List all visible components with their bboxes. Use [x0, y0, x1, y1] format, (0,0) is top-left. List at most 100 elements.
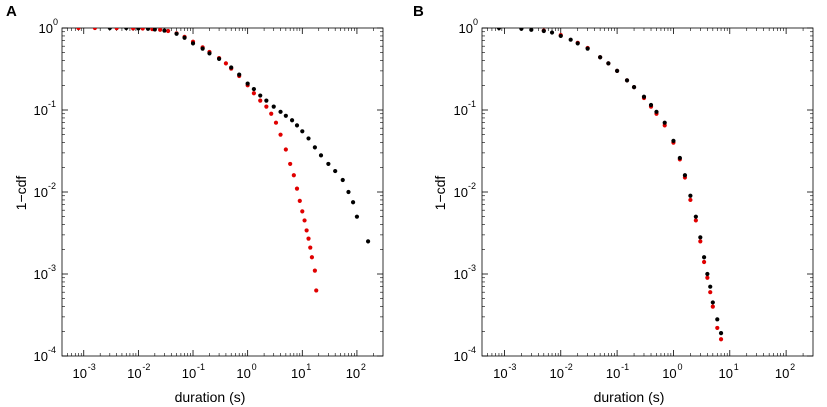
y-axis-label-a: 1−cdf	[13, 176, 29, 211]
y-tick-exponent: -2	[468, 181, 476, 191]
data-point	[708, 290, 713, 295]
data-point	[258, 98, 263, 103]
x-axis-label-b: duration (s)	[594, 389, 665, 405]
data-point	[688, 193, 693, 198]
data-point	[365, 239, 371, 244]
data-point	[269, 111, 274, 116]
panel-b: B duration (s) 1−cdf 10 -3 10 -2 10 -1 10 0 10 1 1…	[413, 3, 814, 405]
x-tick-label: 10	[73, 366, 87, 381]
data-point	[278, 132, 283, 137]
data-point	[314, 288, 319, 293]
y-tick-exponent: -4	[48, 345, 56, 355]
data-point	[162, 28, 167, 33]
data-point	[710, 300, 715, 305]
y-tick-exponent: -4	[468, 345, 476, 355]
y-tick-exponent: -3	[48, 263, 56, 273]
data-point	[136, 28, 141, 31]
data-point	[300, 129, 305, 134]
y-tick-exponent: 0	[53, 17, 58, 27]
x-tick-exponent: -2	[565, 362, 573, 372]
data-point	[326, 161, 331, 167]
y-tick-label: 10	[34, 267, 48, 282]
data-point	[182, 35, 187, 40]
x-tick-label: 10	[493, 366, 507, 381]
x-tick-exponent: -1	[621, 362, 629, 372]
x-tick-exponent: -2	[142, 362, 150, 372]
data-point	[718, 331, 724, 336]
x-tick-label: 10	[236, 366, 250, 381]
y-tick-label: 10	[459, 21, 473, 36]
x-tick-label: 10	[719, 366, 733, 381]
data-point	[145, 28, 151, 31]
data-point	[312, 145, 317, 150]
data-point	[130, 28, 136, 31]
data-point	[677, 155, 682, 161]
plot-frame-b	[481, 27, 814, 357]
data-point	[190, 41, 196, 46]
data-point	[158, 28, 163, 32]
data-point	[251, 91, 256, 96]
x-tick-exponent: 0	[677, 362, 682, 372]
panel-a: A duration (s) 1−cdf 10 -3 10 -2 10 -1 10 0 10 1 1…	[6, 3, 384, 405]
data-point	[294, 123, 300, 128]
data-point	[124, 28, 129, 31]
x-tick-exponent: 1	[306, 362, 311, 372]
data-point	[682, 173, 688, 178]
data-point	[688, 197, 693, 203]
data-point	[174, 31, 179, 36]
x-tick-exponent: -1	[197, 362, 205, 372]
data-point	[701, 259, 707, 265]
y-tick-label: 10	[454, 185, 468, 200]
x-tick-label: 10	[127, 366, 141, 381]
data-point	[294, 186, 300, 191]
data-point	[291, 173, 296, 178]
series-b-black	[496, 28, 724, 336]
data-point	[662, 120, 667, 125]
data-point	[648, 102, 654, 108]
y-tick-label: 10	[34, 185, 48, 200]
axes-box-a	[61, 27, 384, 357]
data-point	[229, 65, 234, 70]
data-point	[698, 239, 703, 244]
data-point	[288, 161, 293, 167]
x-tick-exponent: -3	[508, 362, 516, 372]
data-point	[216, 56, 222, 61]
data-point	[519, 28, 524, 31]
data-point	[237, 72, 242, 77]
data-point	[585, 46, 590, 51]
data-point	[671, 138, 676, 143]
data-point	[283, 113, 288, 118]
series-a-black	[107, 28, 371, 244]
data-point	[308, 245, 313, 250]
x-tick-exponent: 2	[790, 362, 795, 372]
y-tick-label: 10	[34, 349, 48, 364]
data-point	[641, 94, 647, 99]
data-point	[693, 214, 698, 219]
data-point	[306, 236, 311, 241]
y-tick-label: 10	[454, 267, 468, 282]
data-point	[549, 30, 555, 35]
data-point	[698, 235, 703, 240]
data-point	[333, 168, 338, 174]
x-tick-exponent: -3	[88, 362, 96, 372]
x-tick-label: 10	[550, 366, 564, 381]
data-point	[529, 28, 534, 32]
data-point	[340, 177, 345, 183]
data-point	[297, 198, 302, 203]
data-point	[350, 200, 356, 205]
data-point	[304, 228, 309, 233]
data-point	[693, 218, 698, 223]
y-tick-exponent: -3	[468, 263, 476, 273]
y-tick-label: 10	[39, 21, 53, 36]
x-tick-exponent: 0	[252, 362, 257, 372]
data-point	[624, 78, 630, 83]
y-tick-exponent: -1	[48, 99, 56, 109]
x-tick-exponent: 2	[361, 362, 366, 372]
data-point	[107, 28, 112, 31]
data-point	[541, 28, 546, 34]
data-point	[92, 28, 97, 31]
data-point	[309, 255, 315, 260]
data-point	[654, 109, 659, 114]
data-point	[76, 28, 81, 31]
